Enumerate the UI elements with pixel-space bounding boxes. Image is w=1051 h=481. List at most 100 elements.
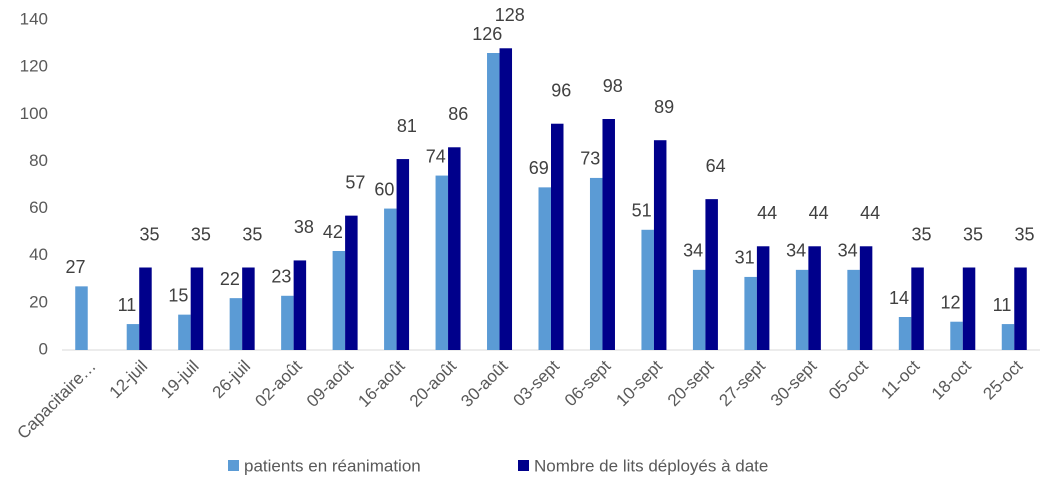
y-tick-label: 140 [20, 9, 48, 28]
bar [190, 267, 204, 350]
bar [795, 269, 809, 350]
data-label: 69 [529, 158, 549, 178]
bar [281, 295, 294, 350]
bar [345, 215, 358, 350]
bar [589, 177, 603, 350]
x-tick-label: 19-juil [157, 357, 203, 403]
data-label: 98 [603, 76, 623, 96]
data-label: 35 [912, 224, 932, 244]
data-label: 23 [271, 267, 291, 287]
bar [551, 123, 564, 350]
bar [898, 317, 912, 350]
bar [602, 119, 615, 350]
data-label: 89 [654, 97, 674, 117]
data-label: 35 [191, 224, 211, 244]
data-label: 14 [889, 288, 909, 308]
data-label: 81 [397, 116, 417, 136]
data-label: 44 [860, 203, 880, 223]
data-label: 64 [706, 156, 726, 176]
x-tick-label: 05-oct [825, 356, 872, 403]
x-tick-label: 20-août [406, 356, 460, 410]
data-label: 34 [683, 241, 703, 261]
data-label: 128 [495, 5, 525, 25]
y-tick-label: 40 [29, 245, 48, 264]
bar [229, 298, 243, 350]
bar [641, 229, 654, 350]
legend-label: patients en réanimation [244, 456, 421, 475]
data-label: 60 [374, 179, 394, 199]
bar [178, 314, 191, 350]
x-tick-label: 27-sept [715, 356, 769, 410]
x-tick-label: 25-oct [979, 356, 1026, 403]
data-label: 35 [139, 224, 159, 244]
data-label: 51 [632, 201, 652, 221]
bar [126, 324, 140, 350]
bar [911, 267, 924, 350]
x-tick-label: 26-juil [209, 357, 255, 403]
bar [653, 140, 667, 350]
legend-swatch [228, 460, 239, 471]
bar [448, 147, 461, 350]
data-label: 35 [1014, 224, 1034, 244]
data-label: 12 [941, 292, 961, 312]
y-tick-label: 120 [20, 57, 48, 76]
bar [75, 286, 88, 350]
data-label: 73 [580, 149, 600, 169]
data-label: 31 [735, 248, 755, 268]
y-tick-label: 0 [39, 339, 48, 358]
x-tick-label: 30-août [457, 356, 511, 410]
data-label: 42 [323, 222, 343, 242]
bar [396, 159, 410, 350]
x-tick-label: 30-sept [767, 356, 821, 410]
data-label: 35 [242, 224, 262, 244]
data-label: 44 [757, 203, 777, 223]
bar [950, 321, 963, 350]
x-tick-label: 11-oct [877, 356, 923, 402]
y-tick-label: 80 [29, 151, 48, 170]
bar [538, 187, 551, 350]
bar [808, 246, 821, 350]
bar [293, 260, 307, 350]
bar [242, 267, 255, 350]
data-label: 35 [963, 224, 983, 244]
x-tick-label: 16-août [354, 356, 408, 410]
data-label: 34 [786, 241, 806, 261]
bar [487, 53, 500, 350]
x-tick-label: 06-sept [561, 356, 615, 410]
data-label: 44 [809, 203, 829, 223]
x-tick-label: 02-août [251, 356, 305, 410]
y-tick-label: 60 [29, 198, 48, 217]
y-tick-label: 100 [20, 104, 48, 123]
data-label: 86 [448, 104, 468, 124]
bar [756, 246, 770, 350]
data-label: 74 [426, 146, 446, 166]
x-tick-label: 10-sept [612, 356, 666, 410]
x-tick-label: 12-juil [106, 357, 152, 403]
bar [1001, 324, 1015, 350]
bar [859, 246, 873, 350]
bar [139, 267, 152, 350]
data-label: 34 [838, 241, 858, 261]
x-tick-label: 20-sept [664, 356, 718, 410]
bar [705, 199, 718, 350]
bar [847, 269, 860, 350]
x-tick-label: Capacitaire… [13, 357, 99, 443]
y-tick-label: 20 [29, 292, 48, 311]
bar [332, 251, 346, 350]
data-label: 22 [220, 269, 240, 289]
data-label: 15 [168, 285, 188, 305]
data-label: 96 [551, 80, 571, 100]
data-label: 57 [345, 172, 365, 192]
bar [744, 276, 757, 350]
legend-label: Nombre de lits déployés à date [534, 456, 768, 475]
bar [1014, 267, 1027, 350]
bar [384, 208, 397, 350]
bar [962, 267, 976, 350]
data-label: 11 [118, 295, 137, 315]
x-tick-label: 09-août [303, 356, 357, 410]
data-label: 126 [472, 24, 502, 44]
data-label: 38 [294, 217, 314, 237]
data-label: 11 [993, 295, 1012, 315]
legend-swatch [518, 460, 529, 471]
